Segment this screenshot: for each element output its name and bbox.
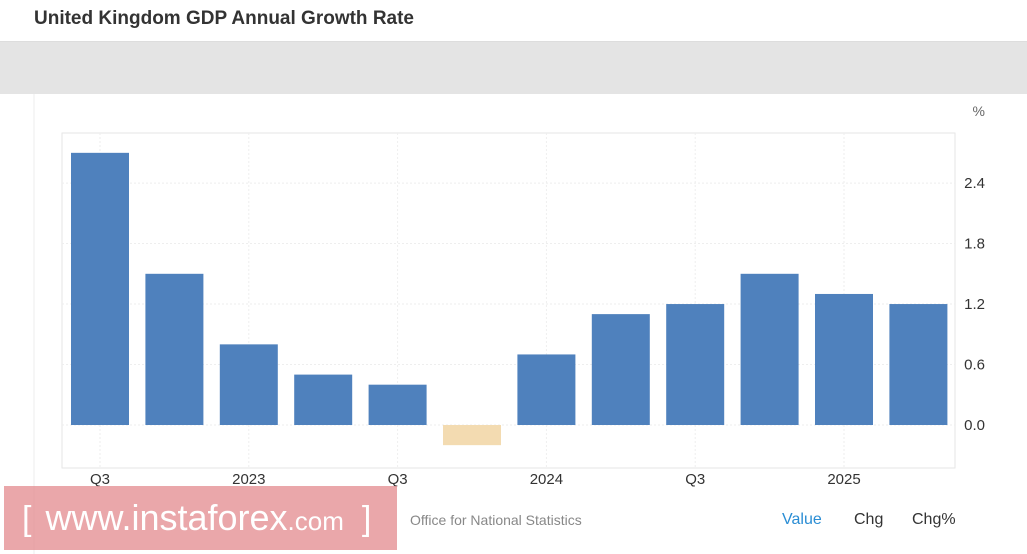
plot-area xyxy=(61,132,956,469)
bar-2023-q1 xyxy=(219,344,278,425)
x-tick-label: 2023 xyxy=(232,471,265,488)
bar-2023-q3 xyxy=(368,384,427,425)
toolbar-band xyxy=(0,42,1027,94)
bar-2022-q3 xyxy=(71,152,129,425)
bar-2024-q1 xyxy=(517,354,576,425)
y-tick-label: 0.0 xyxy=(964,417,985,434)
x-tick-label: Q3 xyxy=(90,471,110,488)
bar-2024-q2 xyxy=(591,314,650,425)
watermark-text: www.instaforex xyxy=(45,497,288,538)
x-tick-label: 2025 xyxy=(827,471,860,488)
divider xyxy=(0,41,1027,42)
x-tick-label: 2024 xyxy=(530,471,563,488)
watermark-domain: .com xyxy=(287,506,344,536)
watermark-logo: [ www.instaforex.com] xyxy=(4,486,397,550)
bar-2024-q4 xyxy=(740,273,799,425)
source-label[interactable]: Office for National Statistics xyxy=(410,512,582,528)
y-tick-label: 0.6 xyxy=(964,357,985,374)
bar-2024-q3 xyxy=(666,304,725,425)
y-tick-label: 1.2 xyxy=(964,296,985,313)
bar-2023-q2 xyxy=(294,374,353,425)
page-title: United Kingdom GDP Annual Growth Rate xyxy=(34,8,414,29)
chg-tab[interactable]: Chg xyxy=(854,511,884,528)
x-tick-label: Q3 xyxy=(388,471,408,488)
bar-2025-q2 xyxy=(889,304,948,425)
value-tab[interactable]: Value xyxy=(782,511,822,528)
y-tick-label: 1.8 xyxy=(964,236,985,253)
x-tick-label: Q3 xyxy=(685,471,705,488)
watermark-bracket: [ xyxy=(22,500,32,538)
chg-pct-tab[interactable]: Chg% xyxy=(912,511,956,528)
watermark-bracket: ] xyxy=(361,500,372,538)
y-axis-unit: % xyxy=(973,103,985,119)
bar-2022-q4 xyxy=(145,273,204,425)
bar-2025-q1 xyxy=(815,293,873,425)
bar-2023-q4 xyxy=(443,425,501,446)
y-tick-label: 2.4 xyxy=(964,175,985,192)
